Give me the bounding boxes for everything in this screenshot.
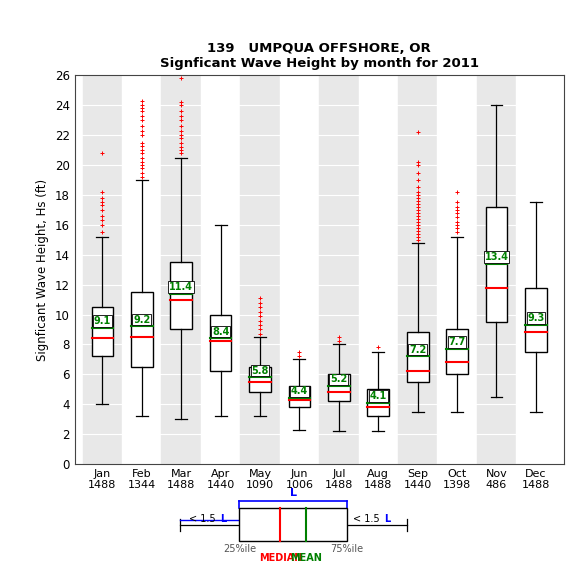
Bar (240, 75, 279, 464)
Text: 5.2: 5.2 (330, 375, 347, 385)
Text: 7.2: 7.2 (409, 345, 426, 354)
Text: 13.4: 13.4 (485, 252, 508, 262)
Bar (367, 389, 389, 416)
Text: L: L (385, 514, 390, 524)
Bar (170, 262, 192, 329)
Bar (122, 75, 162, 464)
Bar (446, 329, 468, 374)
Bar (516, 75, 555, 464)
Bar (438, 75, 477, 464)
Bar (201, 75, 240, 464)
Bar (83, 75, 122, 464)
Text: 7.7: 7.7 (448, 337, 466, 347)
Bar (407, 332, 428, 382)
Bar (239, 508, 347, 541)
Bar (249, 367, 271, 392)
Title: 139   UMPQUA OFFSHORE, OR
Signficant Wave Height by month for 2011: 139 UMPQUA OFFSHORE, OR Signficant Wave … (160, 42, 478, 70)
Text: L: L (290, 488, 297, 498)
Bar (525, 288, 547, 352)
Text: 4.4: 4.4 (291, 386, 308, 397)
Bar (359, 75, 398, 464)
Bar (131, 292, 152, 367)
Bar (91, 307, 113, 356)
Bar (279, 75, 319, 464)
Y-axis label: Signficant Wave Height, Hs (ft): Signficant Wave Height, Hs (ft) (36, 179, 49, 361)
Text: 5.8: 5.8 (251, 365, 269, 375)
Text: 4.1: 4.1 (370, 391, 387, 401)
Text: MEAN: MEAN (290, 553, 322, 563)
Text: 9.3: 9.3 (527, 313, 545, 323)
Bar (328, 374, 350, 401)
Text: 8.4: 8.4 (212, 327, 229, 336)
Bar (486, 207, 507, 322)
Bar (398, 75, 438, 464)
Bar (210, 314, 231, 371)
Text: MEDIAN: MEDIAN (259, 553, 302, 563)
Bar (319, 75, 359, 464)
Text: < 1.5: < 1.5 (353, 514, 383, 524)
Text: 9.2: 9.2 (133, 315, 151, 325)
Text: 25%ile: 25%ile (223, 544, 256, 554)
Bar (289, 386, 310, 407)
Bar (162, 75, 201, 464)
Text: < 1.5: < 1.5 (189, 514, 218, 524)
Text: 9.1: 9.1 (94, 316, 111, 326)
Bar (477, 75, 516, 464)
Text: 75%ile: 75%ile (331, 544, 363, 554)
Text: L: L (220, 514, 226, 524)
Text: 11.4: 11.4 (169, 282, 193, 292)
